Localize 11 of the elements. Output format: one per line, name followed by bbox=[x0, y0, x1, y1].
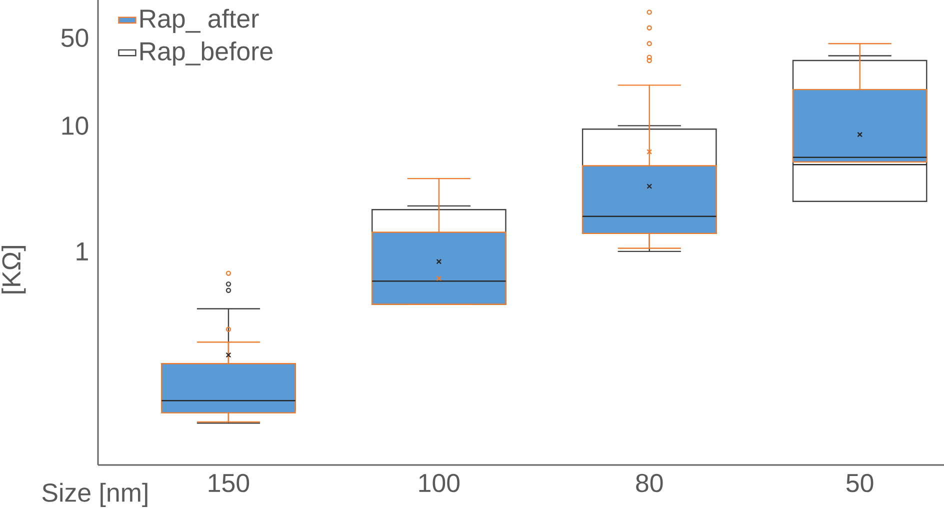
y-tick-label: 10 bbox=[62, 116, 88, 135]
legend-label: Rap_before bbox=[140, 41, 272, 66]
x-tick-label: 50 bbox=[846, 474, 874, 492]
x-tick-label: 150 bbox=[208, 474, 250, 492]
y-tick-label: 1 bbox=[76, 242, 88, 260]
legend-label: Rap_ after bbox=[140, 8, 259, 33]
x-axis-title: Size [nm] bbox=[42, 482, 148, 507]
y-axis-title: [KΩ] bbox=[2, 246, 26, 294]
y-tick-label: 50 bbox=[61, 28, 88, 48]
x-tick-label: 80 bbox=[636, 474, 663, 492]
x-tick-label: 100 bbox=[419, 474, 460, 492]
